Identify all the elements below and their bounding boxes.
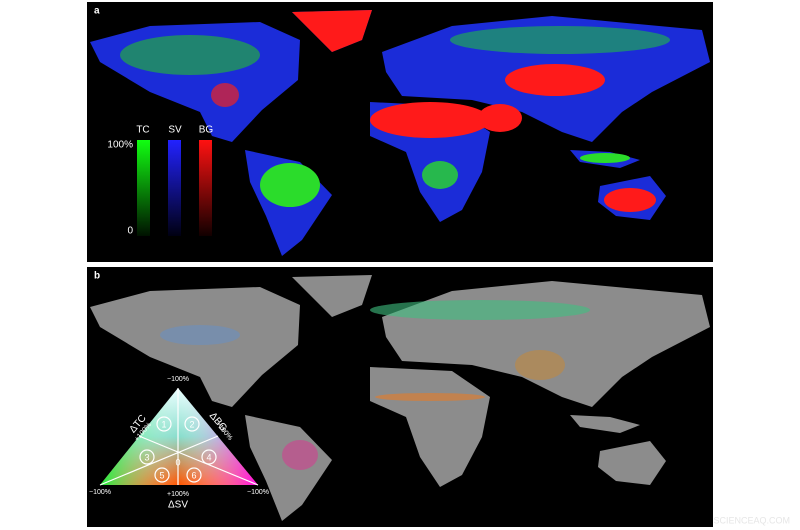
change-patch bbox=[515, 350, 565, 380]
center-label: 0 bbox=[175, 457, 180, 467]
bottom-right-value: −100% bbox=[247, 489, 269, 496]
bg-scale-bar bbox=[199, 140, 212, 236]
greenland bbox=[292, 10, 372, 52]
region-number: 5 bbox=[159, 470, 164, 480]
region-number: 6 bbox=[191, 470, 196, 480]
boreal-forest bbox=[120, 35, 260, 75]
indonesia bbox=[580, 153, 630, 163]
watermark: SCIENCEAQ.COM bbox=[713, 515, 790, 525]
triangle-labels: −100% ΔTC +100% ΔBG +100% −100% −100% +1… bbox=[89, 376, 269, 511]
cover-legend: TC SV BG 100% 0 bbox=[107, 125, 213, 237]
sv-value: +100% bbox=[167, 491, 189, 498]
change-patch bbox=[160, 325, 240, 345]
panel-a-map bbox=[90, 10, 710, 256]
amazon bbox=[260, 163, 320, 207]
region-circle bbox=[156, 416, 172, 432]
scale-max: 100% bbox=[107, 140, 133, 151]
australia-desert bbox=[604, 188, 656, 212]
legend-column: SV bbox=[168, 125, 182, 136]
sahara bbox=[370, 102, 490, 138]
region-numbers: 1 2 3 4 5 6 0 bbox=[144, 419, 211, 480]
region-circle bbox=[184, 416, 200, 432]
panel-b-map bbox=[90, 275, 710, 521]
sv-scale-bar bbox=[168, 140, 181, 236]
tc-scale-bar bbox=[137, 140, 150, 236]
region-number: 4 bbox=[206, 452, 211, 462]
change-patch bbox=[282, 440, 318, 470]
triangle-overlay bbox=[100, 388, 258, 485]
region-number: 1 bbox=[161, 419, 166, 429]
panel-label: a bbox=[94, 6, 100, 17]
us-west bbox=[211, 83, 239, 107]
change-patch bbox=[375, 393, 485, 401]
sv-label: ΔSV bbox=[168, 500, 188, 511]
region-number: 2 bbox=[189, 419, 194, 429]
region-circle bbox=[139, 449, 155, 465]
congo bbox=[422, 161, 458, 189]
bottom-left-value: −100% bbox=[89, 489, 111, 496]
change-patch bbox=[370, 300, 590, 320]
axis-line bbox=[138, 435, 259, 486]
panel-label: b bbox=[94, 271, 100, 282]
central-asia bbox=[505, 64, 605, 96]
legend-column: BG bbox=[199, 125, 214, 136]
change-triangle-legend: 1 2 3 4 5 6 0 −100% ΔTC +100% ΔBG +100% … bbox=[89, 376, 269, 511]
arabia bbox=[478, 104, 522, 132]
region-circle bbox=[154, 467, 170, 483]
region-circle bbox=[186, 467, 202, 483]
boreal-forest bbox=[450, 26, 670, 54]
legend-column: TC bbox=[136, 125, 149, 136]
top-value: −100% bbox=[167, 376, 189, 383]
axis-line bbox=[99, 435, 219, 486]
scale-min: 0 bbox=[127, 226, 133, 237]
triangle-axes bbox=[99, 388, 259, 486]
region-number: 3 bbox=[144, 452, 149, 462]
region-circle bbox=[201, 449, 217, 465]
